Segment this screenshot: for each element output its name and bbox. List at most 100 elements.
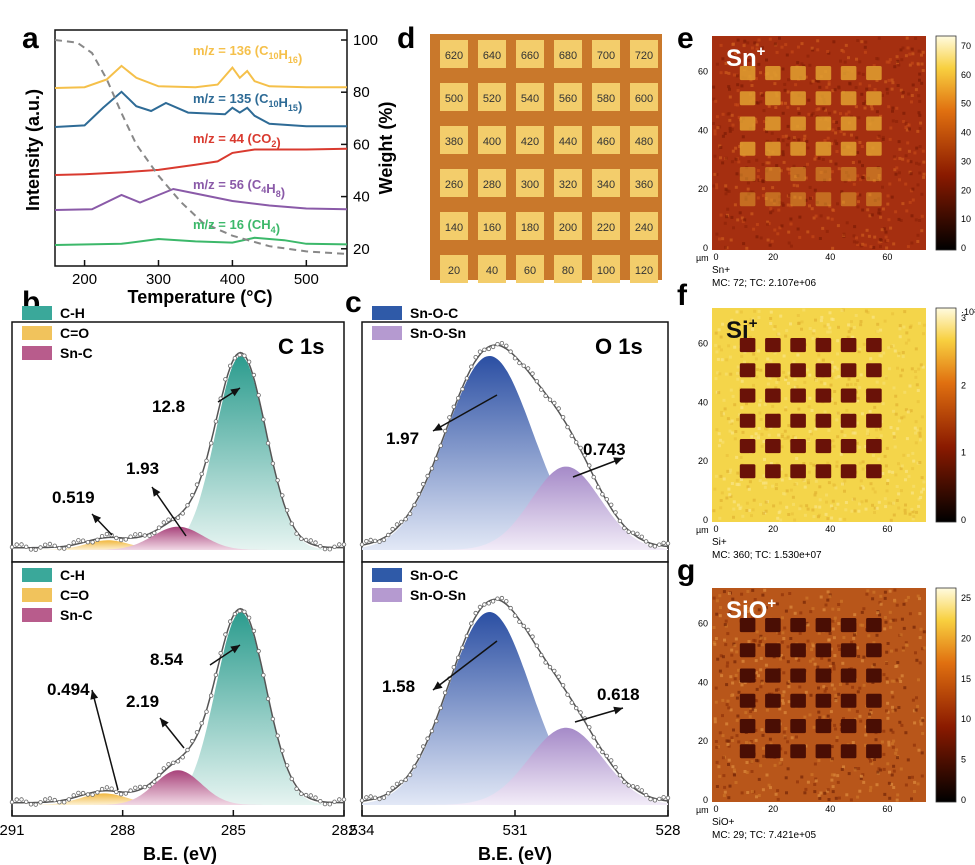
map-speckle [721, 440, 725, 444]
map-speckle [911, 52, 915, 56]
map-speckle [904, 469, 908, 473]
y-tick: 40 [698, 397, 708, 407]
raw-data-point [213, 672, 219, 678]
dose-pad [516, 255, 544, 283]
dose-pad [554, 83, 582, 111]
map-speckle [871, 487, 875, 491]
map-speckle [731, 394, 735, 398]
raw-data-point [318, 799, 323, 804]
raw-data-point [199, 471, 204, 477]
raw-data-point [434, 456, 439, 461]
map-speckle [736, 371, 739, 375]
map-speckle [779, 467, 783, 471]
map-speckle [761, 194, 765, 198]
map-speckle [718, 438, 722, 442]
pattern-square [866, 719, 882, 734]
x-tick: 20 [768, 804, 778, 814]
map-speckle [837, 167, 841, 171]
map-speckle [752, 498, 756, 502]
map-speckle [778, 226, 782, 230]
map-speckle [796, 780, 799, 784]
pattern-square [739, 643, 756, 658]
map-speckle [814, 777, 818, 781]
raw-data-point [194, 482, 200, 487]
map-speckle [744, 711, 748, 715]
map-speckle [760, 728, 764, 732]
map-speckle [722, 794, 726, 798]
map-speckle [892, 739, 896, 743]
map-speckle [767, 221, 771, 225]
raw-data-point [61, 800, 67, 805]
dose-pad [440, 255, 468, 283]
map-speckle [918, 431, 922, 435]
raw-data-point [123, 791, 128, 796]
raw-data-point [90, 540, 95, 545]
map-speckle [870, 107, 874, 111]
legend-swatch [372, 588, 402, 602]
map-speckle [735, 696, 739, 700]
map-speckle [858, 160, 861, 164]
map-speckle [713, 172, 717, 176]
map-speckle [834, 699, 838, 703]
map-speckle [887, 781, 891, 785]
map-speckle [916, 240, 920, 243]
map-speckle [716, 745, 720, 749]
map-speckle [891, 106, 895, 110]
map-speckle [859, 323, 863, 327]
series-label-4: m/z = 16 (CH4) [193, 217, 280, 236]
map-speckle [910, 367, 914, 371]
map-speckle [796, 314, 800, 317]
axis-unit: µm [696, 805, 709, 815]
pattern-square [815, 141, 832, 156]
map-speckle [740, 84, 744, 88]
map-speckle [728, 118, 732, 122]
map-speckle [907, 776, 911, 780]
map-speckle [760, 679, 764, 683]
map-speckle [826, 598, 830, 602]
dose-pad [516, 83, 544, 111]
map-speckle [761, 643, 765, 647]
map-speckle [774, 487, 778, 491]
map-speckle [881, 472, 885, 475]
raw-data-point [118, 537, 124, 543]
map-speckle [736, 471, 740, 475]
raw-data-point [438, 443, 443, 448]
map-speckle [879, 768, 883, 772]
map-speckle [845, 221, 849, 225]
map-speckle [773, 763, 777, 767]
map-speckle [888, 182, 892, 186]
map-speckle [763, 588, 767, 592]
map-speckle [887, 743, 891, 747]
raw-data-point [142, 784, 147, 790]
map-speckle [897, 63, 901, 67]
map-speckle [736, 377, 740, 381]
map-speckle [915, 696, 918, 700]
map-speckle [817, 710, 821, 714]
panel-a-y2tick-label: 60 [353, 136, 370, 153]
raw-data-point [327, 547, 332, 552]
map-speckle [877, 500, 881, 504]
map-speckle [886, 710, 890, 714]
map-speckle [858, 714, 862, 718]
legend-swatch [22, 568, 52, 582]
map-speckle [842, 232, 846, 236]
map-speckle [873, 405, 877, 409]
map-speckle [825, 229, 829, 233]
map-speckle [776, 789, 780, 793]
map-speckle [882, 752, 886, 756]
map-speckle [888, 796, 892, 800]
map-speckle [760, 46, 764, 50]
map-speckle [876, 770, 880, 774]
raw-data-point [194, 730, 200, 735]
raw-data-point [128, 788, 133, 793]
map-speckle [769, 211, 773, 215]
raw-data-point [303, 537, 309, 543]
map-speckle [816, 665, 820, 669]
map-speckle [910, 507, 914, 511]
map-speckle [724, 372, 728, 376]
map-speckle [805, 139, 809, 143]
raw-data-point [604, 753, 609, 759]
map-speckle [918, 113, 922, 117]
map-speckle [755, 101, 759, 105]
map-speckle [754, 120, 758, 124]
